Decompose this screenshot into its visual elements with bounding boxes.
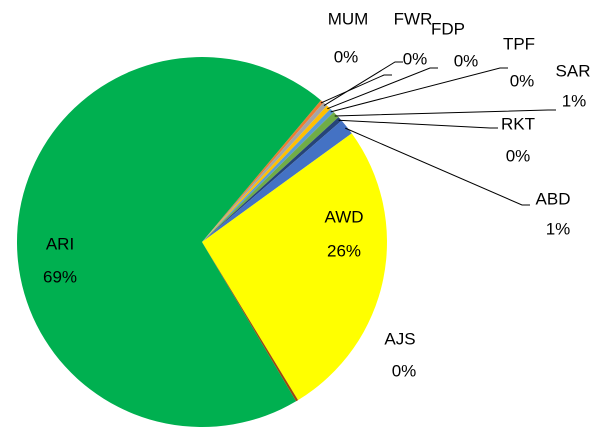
slice-value-label: 1%	[546, 219, 571, 238]
pie-slice	[202, 133, 387, 401]
slice-label: SAR	[556, 61, 591, 80]
slice-label: MUM	[328, 9, 369, 28]
pie-slice	[202, 117, 342, 242]
slice-value-label: 0%	[510, 71, 535, 90]
pie-slice	[202, 102, 328, 242]
leader-line	[323, 61, 403, 107]
slice-value-label: 1%	[562, 91, 587, 110]
slice-label: RKT	[501, 114, 535, 133]
slice-label: ARI	[46, 234, 74, 253]
slice-value-label: 0%	[392, 361, 417, 380]
slice-label: FDP	[431, 19, 465, 38]
leader-line	[338, 119, 498, 129]
leader-line	[327, 67, 438, 110]
slice-value-label: 0%	[454, 51, 479, 70]
leader-line	[330, 67, 508, 113]
slice-value-label: 0%	[403, 49, 428, 68]
pie-slice	[202, 112, 339, 242]
pie-slice	[202, 242, 299, 402]
pie-slice	[202, 100, 324, 243]
leader-line	[345, 127, 530, 206]
slice-label: ABD	[536, 189, 571, 208]
slice-label: TPF	[503, 34, 535, 53]
pie-slice	[202, 105, 331, 242]
slice-label: FWR	[394, 9, 433, 28]
slice-value-label: 0%	[506, 146, 531, 165]
pie-slice	[202, 108, 334, 242]
slice-label: AWD	[324, 207, 363, 226]
pie-slice	[17, 57, 321, 428]
leader-line	[320, 74, 392, 104]
slice-label: AJS	[384, 329, 415, 348]
pie-slice	[202, 120, 352, 242]
slice-value-label: 69%	[43, 267, 77, 286]
slice-value-label: 0%	[334, 47, 359, 66]
slice-value-label: 26%	[327, 241, 361, 260]
leader-line	[334, 109, 556, 117]
